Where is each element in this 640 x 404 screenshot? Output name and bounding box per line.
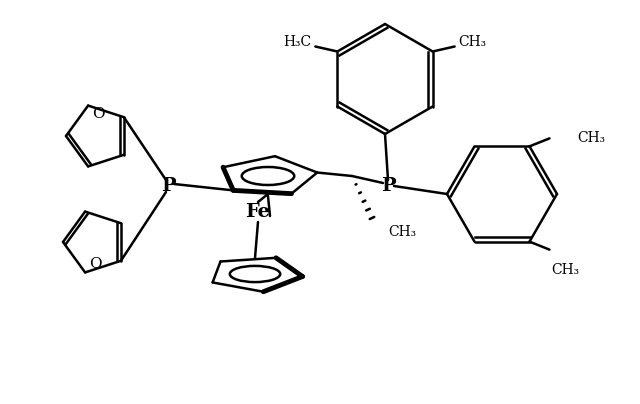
Text: O: O (92, 107, 104, 120)
Text: CH₃: CH₃ (577, 131, 605, 145)
Text: P: P (381, 177, 396, 195)
Text: CH₃: CH₃ (552, 263, 580, 277)
Text: Fe: Fe (246, 203, 271, 221)
Text: P: P (161, 177, 175, 195)
Text: H₃C: H₃C (284, 36, 312, 50)
Text: CH₃: CH₃ (459, 36, 487, 50)
Text: CH₃: CH₃ (388, 225, 416, 239)
Text: O: O (89, 257, 101, 271)
